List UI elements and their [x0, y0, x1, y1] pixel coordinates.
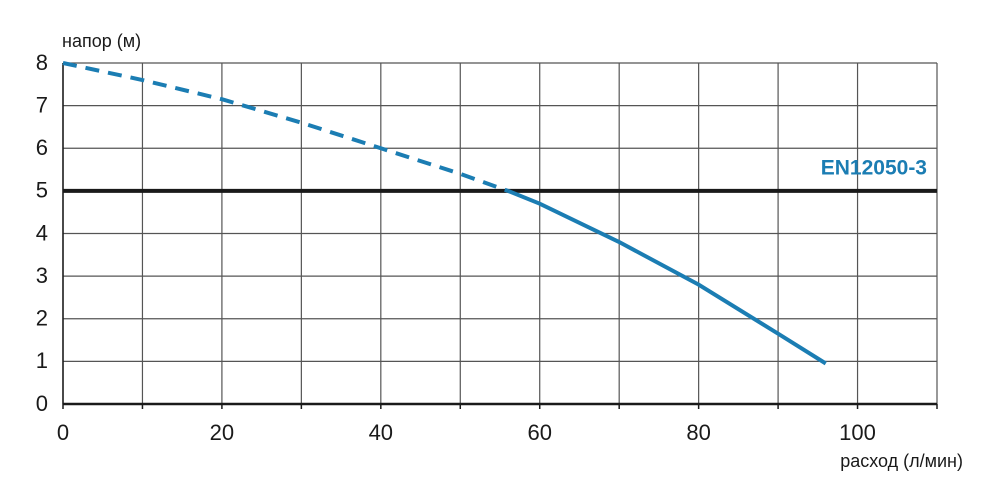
- x-tick-label: 20: [210, 420, 234, 445]
- curve: [62, 61, 509, 193]
- x-tick-label: 0: [57, 420, 69, 445]
- y-tick-label: 4: [36, 220, 48, 245]
- x-tick-label: 60: [527, 420, 551, 445]
- y-tick-label: 0: [36, 391, 48, 416]
- y-tick-label: 2: [36, 306, 48, 331]
- y-tick-label: 8: [36, 50, 48, 75]
- x-tick-label: 40: [369, 420, 393, 445]
- reference-label: EN12050-3: [821, 156, 927, 179]
- y-axis-title: напор (м): [62, 31, 141, 51]
- y-tick-label: 3: [36, 263, 48, 288]
- x-axis-title: расход (л/мин): [840, 451, 963, 471]
- curve: [507, 189, 827, 366]
- y-tick-label: 1: [36, 348, 48, 373]
- x-tick-label: 100: [839, 420, 876, 445]
- y-tick-label: 5: [36, 178, 48, 203]
- y-tick-label: 6: [36, 135, 48, 160]
- y-tick-label: 7: [36, 92, 48, 117]
- x-tick-label: 80: [686, 420, 710, 445]
